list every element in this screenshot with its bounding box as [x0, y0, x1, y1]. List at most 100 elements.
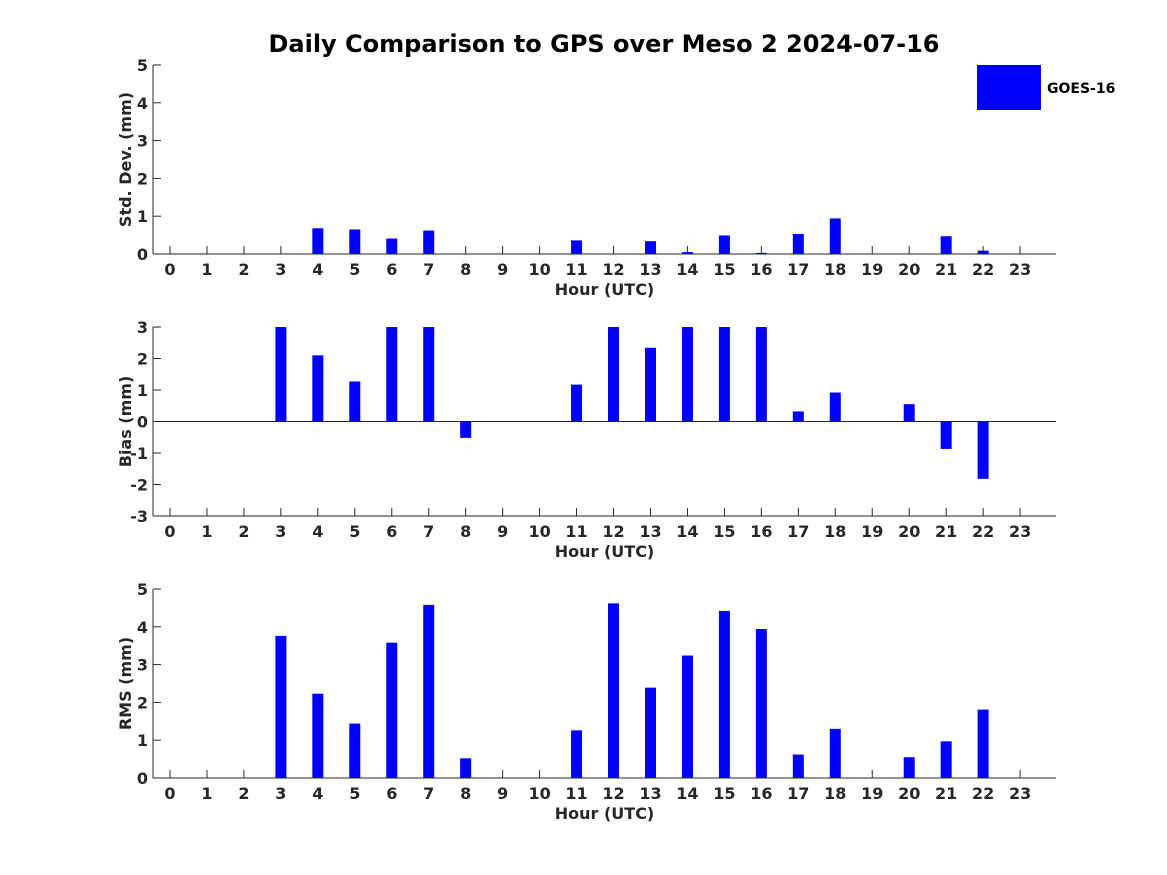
- x-tick-label: 14: [676, 522, 698, 541]
- y-axis-label: Bias (mm): [116, 376, 135, 468]
- x-tick-label: 16: [750, 784, 772, 803]
- x-tick-label: 19: [861, 522, 883, 541]
- y-tick-label: 0: [137, 245, 148, 264]
- x-tick-label: 8: [460, 784, 471, 803]
- x-tick-label: 3: [275, 784, 286, 803]
- y-tick-label: 3: [137, 132, 148, 151]
- x-tick-label: 10: [528, 522, 550, 541]
- x-tick-label: 9: [497, 522, 508, 541]
- x-tick-label: 11: [565, 260, 587, 279]
- y-tick-label: 0: [137, 769, 148, 788]
- x-tick-label: 7: [423, 784, 434, 803]
- bar: [349, 723, 361, 778]
- y-tick-label: 4: [137, 94, 148, 113]
- x-axis-label: Hour (UTC): [555, 804, 655, 823]
- legend: GOES-16: [977, 65, 1115, 110]
- bar: [386, 238, 398, 254]
- x-tick-label: 0: [164, 784, 175, 803]
- x-tick-label: 22: [972, 522, 994, 541]
- bar: [275, 327, 287, 422]
- x-tick-label: 21: [935, 260, 957, 279]
- bar: [792, 233, 804, 254]
- bar: [792, 754, 804, 778]
- bar: [644, 241, 656, 254]
- bar: [681, 252, 693, 254]
- x-tick-label: 7: [423, 522, 434, 541]
- bar: [608, 327, 620, 422]
- y-tick-label: 2: [137, 693, 148, 712]
- bar: [977, 709, 989, 778]
- y-tick-label: -1: [130, 444, 148, 463]
- bar: [571, 730, 583, 778]
- x-tick-label: 14: [676, 784, 698, 803]
- x-tick-label: 5: [349, 522, 360, 541]
- x-tick-label: 2: [238, 784, 249, 803]
- bar: [312, 693, 324, 778]
- x-tick-label: 15: [713, 522, 735, 541]
- y-tick-label: 5: [137, 56, 148, 75]
- x-tick-label: 12: [602, 522, 624, 541]
- x-tick-label: 6: [386, 260, 397, 279]
- legend-label: GOES-16: [1047, 81, 1115, 97]
- bar: [755, 252, 767, 254]
- y-tick-label: 2: [137, 169, 148, 188]
- bar: [940, 421, 952, 449]
- legend-swatch: [977, 65, 1041, 110]
- x-tick-label: 12: [602, 784, 624, 803]
- x-tick-label: 22: [972, 260, 994, 279]
- bar: [940, 236, 952, 254]
- x-tick-label: 2: [238, 522, 249, 541]
- bar: [312, 228, 324, 254]
- bar: [275, 635, 287, 778]
- x-tick-label: 4: [312, 260, 323, 279]
- bar: [644, 687, 656, 778]
- bar: [349, 229, 361, 254]
- y-tick-label: 1: [137, 381, 148, 400]
- bar: [386, 327, 398, 422]
- bar: [423, 230, 435, 254]
- x-tick-label: 19: [861, 260, 883, 279]
- x-tick-label: 16: [750, 260, 772, 279]
- bar: [571, 240, 583, 254]
- x-tick-label: 22: [972, 784, 994, 803]
- x-tick-label: 5: [349, 784, 360, 803]
- x-tick-label: 11: [565, 522, 587, 541]
- x-tick-label: 21: [935, 522, 957, 541]
- x-tick-label: 7: [423, 260, 434, 279]
- bar: [681, 655, 693, 778]
- bar: [977, 421, 989, 479]
- x-tick-label: 17: [787, 260, 809, 279]
- bar: [423, 604, 435, 778]
- bar: [940, 741, 952, 778]
- y-tick-label: -3: [130, 507, 148, 526]
- y-tick-label: 3: [137, 318, 148, 337]
- bar: [718, 327, 730, 422]
- x-tick-label: 10: [528, 260, 550, 279]
- y-tick-label: 3: [137, 656, 148, 675]
- bar: [312, 355, 324, 422]
- bar: [977, 250, 989, 254]
- y-axis-label: Std. Dev. (mm): [116, 92, 135, 227]
- y-tick-label: 4: [137, 618, 148, 637]
- x-tick-label: 13: [639, 522, 661, 541]
- x-tick-label: 15: [713, 260, 735, 279]
- x-tick-label: 20: [898, 260, 920, 279]
- x-tick-label: 3: [275, 522, 286, 541]
- chart-title: Daily Comparison to GPS over Meso 2 2024…: [268, 30, 939, 58]
- bar: [681, 327, 693, 422]
- x-tick-label: 13: [639, 260, 661, 279]
- bar: [644, 347, 656, 422]
- bar: [755, 327, 767, 422]
- x-tick-label: 8: [460, 522, 471, 541]
- x-tick-label: 3: [275, 260, 286, 279]
- x-tick-label: 21: [935, 784, 957, 803]
- y-tick-label: 1: [137, 731, 148, 750]
- x-tick-label: 6: [386, 522, 397, 541]
- x-axis-label: Hour (UTC): [555, 280, 655, 299]
- x-tick-label: 4: [312, 784, 323, 803]
